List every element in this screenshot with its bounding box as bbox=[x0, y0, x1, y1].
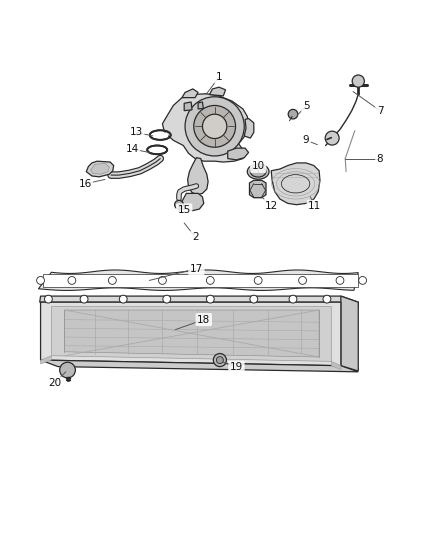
Ellipse shape bbox=[251, 166, 266, 177]
Text: 17: 17 bbox=[190, 264, 203, 273]
Circle shape bbox=[254, 277, 262, 284]
Text: 19: 19 bbox=[230, 362, 243, 373]
Circle shape bbox=[288, 109, 298, 119]
Circle shape bbox=[109, 277, 116, 284]
Text: 1: 1 bbox=[215, 72, 223, 82]
Polygon shape bbox=[184, 102, 192, 111]
Circle shape bbox=[60, 362, 75, 378]
Polygon shape bbox=[341, 296, 358, 371]
Circle shape bbox=[359, 277, 367, 284]
Text: 13: 13 bbox=[130, 127, 143, 138]
Text: 20: 20 bbox=[48, 378, 61, 388]
Circle shape bbox=[119, 295, 127, 303]
Text: 15: 15 bbox=[177, 205, 191, 215]
Polygon shape bbox=[162, 94, 249, 162]
Circle shape bbox=[175, 200, 184, 209]
Circle shape bbox=[194, 106, 236, 147]
Polygon shape bbox=[41, 360, 358, 372]
Text: 9: 9 bbox=[303, 135, 309, 146]
Polygon shape bbox=[91, 163, 110, 174]
Polygon shape bbox=[41, 302, 341, 366]
Circle shape bbox=[213, 353, 226, 367]
Text: 7: 7 bbox=[377, 106, 383, 116]
Circle shape bbox=[250, 295, 258, 303]
Polygon shape bbox=[39, 270, 358, 290]
Circle shape bbox=[206, 277, 214, 284]
Polygon shape bbox=[86, 161, 114, 177]
Polygon shape bbox=[271, 163, 320, 205]
Circle shape bbox=[336, 277, 344, 284]
Polygon shape bbox=[43, 274, 358, 287]
Polygon shape bbox=[40, 296, 358, 308]
Circle shape bbox=[323, 295, 331, 303]
Text: 12: 12 bbox=[265, 200, 278, 211]
Circle shape bbox=[80, 295, 88, 303]
Polygon shape bbox=[250, 180, 266, 198]
Polygon shape bbox=[187, 158, 208, 195]
Polygon shape bbox=[64, 310, 319, 357]
Circle shape bbox=[299, 277, 307, 284]
Circle shape bbox=[159, 277, 166, 284]
Circle shape bbox=[216, 357, 223, 364]
Ellipse shape bbox=[152, 132, 169, 138]
Circle shape bbox=[45, 295, 52, 303]
Polygon shape bbox=[244, 118, 254, 138]
Circle shape bbox=[163, 295, 171, 303]
Circle shape bbox=[37, 277, 45, 284]
Text: 18: 18 bbox=[197, 314, 210, 325]
Circle shape bbox=[325, 131, 339, 145]
Circle shape bbox=[185, 97, 244, 156]
Polygon shape bbox=[51, 306, 331, 361]
Circle shape bbox=[289, 295, 297, 303]
Text: 8: 8 bbox=[377, 154, 383, 164]
Text: 2: 2 bbox=[192, 232, 198, 242]
Ellipse shape bbox=[247, 164, 269, 179]
Polygon shape bbox=[331, 361, 341, 370]
Text: 10: 10 bbox=[251, 161, 265, 172]
Polygon shape bbox=[228, 148, 249, 160]
Circle shape bbox=[202, 114, 227, 139]
Text: 11: 11 bbox=[308, 201, 321, 212]
Circle shape bbox=[352, 75, 364, 87]
Polygon shape bbox=[209, 87, 226, 96]
Circle shape bbox=[68, 277, 76, 284]
Polygon shape bbox=[41, 356, 51, 364]
Polygon shape bbox=[182, 89, 198, 98]
Text: 5: 5 bbox=[303, 101, 309, 111]
Ellipse shape bbox=[149, 147, 165, 152]
Polygon shape bbox=[198, 102, 203, 109]
Circle shape bbox=[206, 295, 214, 303]
Text: 16: 16 bbox=[78, 179, 92, 189]
Polygon shape bbox=[182, 193, 204, 211]
Text: 14: 14 bbox=[125, 144, 138, 154]
